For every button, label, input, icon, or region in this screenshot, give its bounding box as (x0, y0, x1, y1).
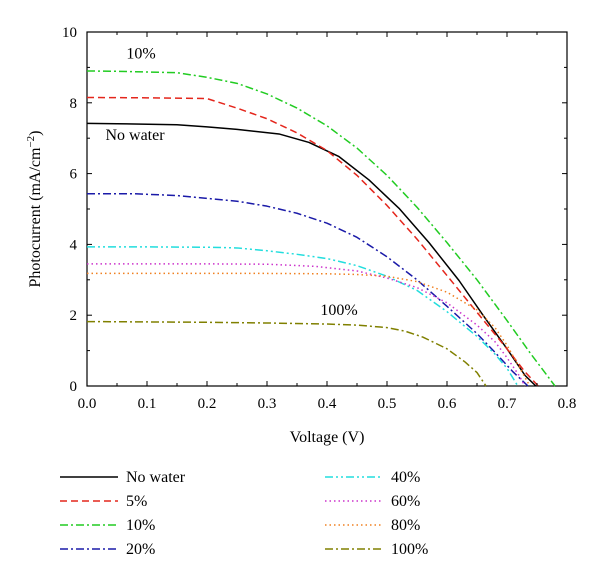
legend-label: 100% (391, 541, 428, 558)
annotation-label: 10% (126, 46, 155, 63)
series-line (87, 272, 531, 387)
y-axis-label-close: ) (27, 130, 44, 135)
legend-label: 60% (391, 493, 420, 510)
series-line (87, 193, 529, 387)
annotation-label: No water (105, 127, 165, 144)
axis-ticks: 0.0 0.1 0.2 0.3 0.4 0.5 0.6 0.7 0.8 0 2 4 6 8 10 (62, 25, 576, 412)
y-tick-label: 8 (70, 96, 78, 112)
x-tick-label: 0.7 (498, 396, 517, 412)
legend-label: No water (126, 469, 186, 486)
legend-label: 20% (126, 541, 155, 558)
series-line (86, 320, 487, 387)
y-tick-label: 2 (70, 308, 78, 324)
series-line (86, 96, 539, 387)
x-tick-label: 0.6 (438, 396, 457, 412)
legend-label: 80% (391, 517, 420, 534)
x-axis-label: Voltage (V) (290, 429, 365, 446)
x-tick-label: 0.3 (258, 396, 277, 412)
series-line (86, 70, 556, 387)
annotation-label: 100% (320, 302, 357, 319)
legend-label: 5% (126, 493, 147, 510)
x-tick-label: 0.2 (198, 396, 217, 412)
y-tick-label: 0 (70, 379, 78, 395)
y-axis-label-superscript: −2 (25, 136, 37, 148)
x-tick-label: 0.0 (78, 396, 97, 412)
series-layer (86, 70, 556, 387)
series-line (86, 122, 537, 387)
legend-label: 10% (126, 517, 155, 534)
annotations: 10% No water 100% (105, 46, 357, 320)
legend-label: 40% (391, 469, 420, 486)
x-tick-label: 0.1 (138, 396, 157, 412)
x-tick-label: 0.4 (318, 396, 337, 412)
y-axis-label: Photocurrent (mA/cm−2) (25, 130, 44, 287)
y-tick-label: 10 (62, 25, 77, 41)
legend: No water 5% 10% 20% 40% 60% 80% 100% (60, 469, 428, 558)
series-line (87, 246, 519, 387)
y-axis-label-main: Photocurrent (mA/cm (27, 147, 44, 288)
y-tick-label: 4 (70, 237, 78, 253)
x-tick-label: 0.8 (558, 396, 577, 412)
y-tick-label: 6 (70, 167, 78, 183)
plot-area: 0.0 0.1 0.2 0.3 0.4 0.5 0.6 0.7 0.8 0 2 4 6 8 10 10% No… (62, 25, 576, 412)
x-tick-label: 0.5 (378, 396, 397, 412)
